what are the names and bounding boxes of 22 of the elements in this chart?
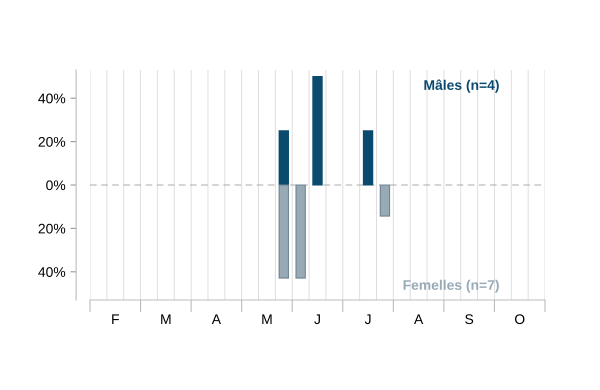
y-tick-label: 0% [46, 180, 66, 190]
x-tick-label: J [364, 314, 370, 324]
y-tick-label: 40% [38, 267, 66, 277]
text: Mâles (n=4) [424, 79, 499, 93]
x-tick-label: F [112, 314, 119, 324]
x-tick-label: J [314, 314, 320, 324]
x-tick-label: M [161, 314, 170, 324]
y-tick-label: 20% [38, 224, 66, 234]
bar [312, 76, 323, 186]
bar [295, 184, 306, 279]
x-tick-label: S [465, 314, 474, 324]
y-tick-label: 40% [38, 94, 66, 104]
x-tick-label: O [514, 314, 524, 324]
text: Femelles (n=7) [404, 280, 499, 293]
bar [278, 130, 289, 186]
x-tick-label: A [414, 314, 424, 324]
bar [362, 130, 374, 186]
y-tick-label: 20% [38, 136, 66, 147]
x-tick-label: M [262, 314, 272, 324]
x-tick-label: A [212, 314, 221, 324]
bar [380, 184, 390, 217]
bar [278, 184, 289, 279]
